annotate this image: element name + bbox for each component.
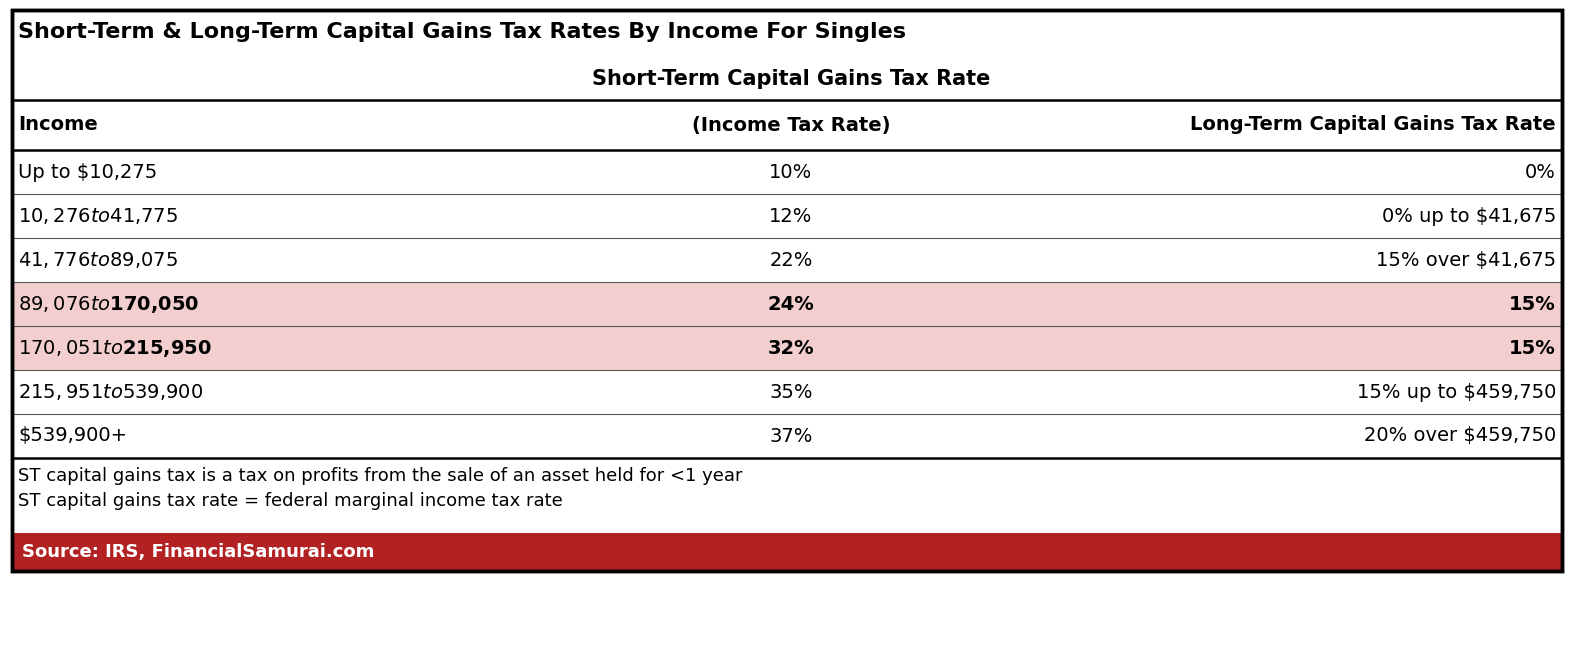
Text: Short-Term & Long-Term Capital Gains Tax Rates By Income For Singles: Short-Term & Long-Term Capital Gains Tax… <box>17 21 907 41</box>
Text: 35%: 35% <box>770 382 812 402</box>
Text: Short-Term Capital Gains Tax Rate: Short-Term Capital Gains Tax Rate <box>592 69 990 89</box>
Text: 0%: 0% <box>1525 163 1557 181</box>
Text: $41,776 to $89,075: $41,776 to $89,075 <box>17 250 178 270</box>
Text: Source: IRS, FinancialSamurai.com: Source: IRS, FinancialSamurai.com <box>22 543 375 561</box>
Text: (Income Tax Rate): (Income Tax Rate) <box>691 115 891 135</box>
Bar <box>13 10 1561 571</box>
Text: 15%: 15% <box>1509 295 1557 313</box>
Bar <box>13 326 1561 370</box>
Text: Long-Term Capital Gains Tax Rate: Long-Term Capital Gains Tax Rate <box>1190 115 1557 135</box>
Text: 15%: 15% <box>1509 338 1557 358</box>
Text: $170,051 to $215,950: $170,051 to $215,950 <box>17 338 212 358</box>
Text: Up to $10,275: Up to $10,275 <box>17 163 157 181</box>
Text: $10,276 to $41,775: $10,276 to $41,775 <box>17 206 178 226</box>
Text: 22%: 22% <box>770 251 812 269</box>
Text: ST capital gains tax rate = federal marginal income tax rate: ST capital gains tax rate = federal marg… <box>17 492 563 510</box>
Bar <box>13 10 1561 571</box>
Text: $215,951 to $539,900: $215,951 to $539,900 <box>17 382 203 402</box>
Text: 24%: 24% <box>768 295 814 313</box>
Text: 15% up to $459,750: 15% up to $459,750 <box>1357 382 1557 402</box>
Text: $89,076 to $170,050: $89,076 to $170,050 <box>17 293 200 315</box>
Bar <box>13 533 1561 571</box>
Text: 0% up to $41,675: 0% up to $41,675 <box>1382 207 1557 225</box>
Text: ST capital gains tax is a tax on profits from the sale of an asset held for <1 y: ST capital gains tax is a tax on profits… <box>17 466 743 484</box>
Text: 12%: 12% <box>770 207 812 225</box>
Text: 15% over $41,675: 15% over $41,675 <box>1376 251 1557 269</box>
Text: Income: Income <box>17 115 98 135</box>
Text: 10%: 10% <box>770 163 812 181</box>
Text: 32%: 32% <box>768 338 814 358</box>
Bar <box>13 282 1561 326</box>
Text: 20% over $459,750: 20% over $459,750 <box>1363 426 1557 446</box>
Text: 37%: 37% <box>770 426 812 446</box>
Text: $539,900+: $539,900+ <box>17 426 127 446</box>
